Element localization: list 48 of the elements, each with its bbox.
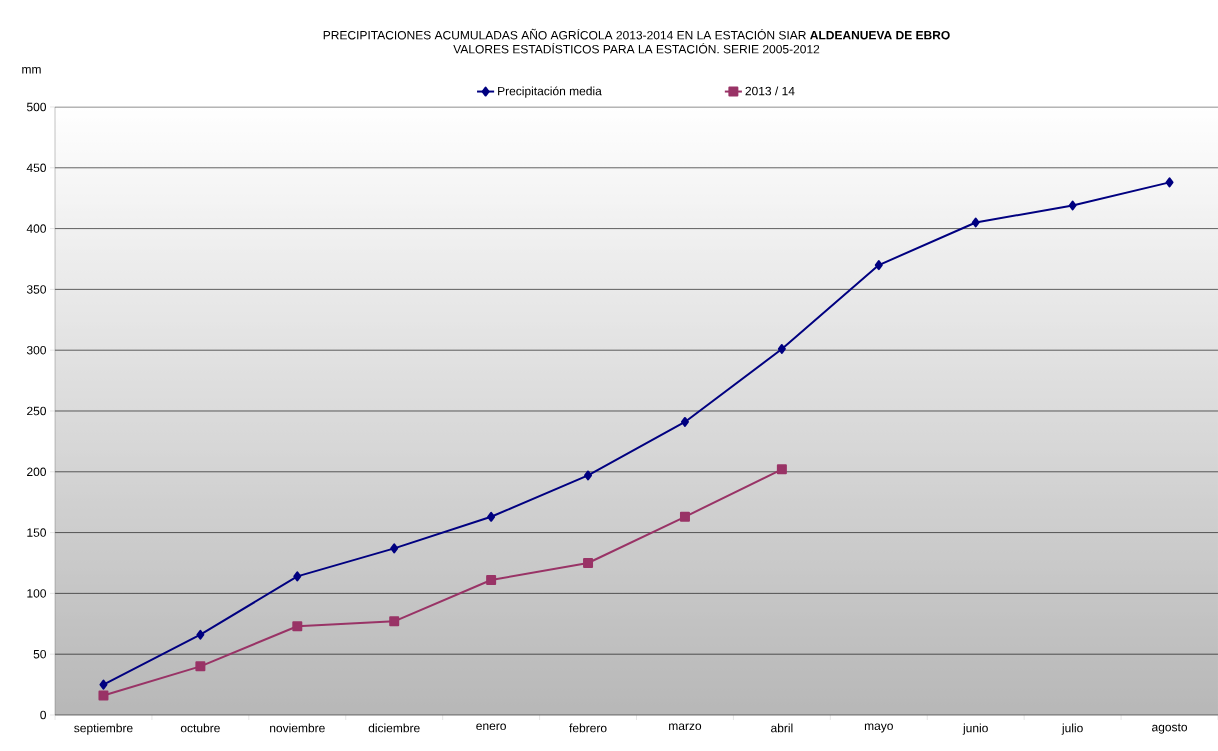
- point: [390, 543, 399, 554]
- y-tick-label: 100: [27, 589, 47, 598]
- y-tick-label: 400: [26, 224, 47, 233]
- point: [389, 616, 400, 627]
- chart-title: PRECIPITACIONES ACUMULADAS AÑO AGRÍCOLA 2013-2014 EN LA ESTACIÓN SIAR ALDEANUEVA DE EBRO: [323, 28, 950, 40]
- point: [584, 470, 593, 481]
- x-tick-label: agosto: [1152, 723, 1188, 734]
- chart-subtitle: VALORES ESTADÍSTICOS PARA LA ESTACIÓN. SERIE 2005-2012: [453, 42, 820, 54]
- y-tick-label: 200: [27, 467, 47, 477]
- point: [874, 260, 883, 271]
- y-tick-label: 450: [26, 163, 47, 173]
- point: [195, 661, 206, 672]
- y-tick-label: 500: [26, 102, 47, 112]
- point: [486, 575, 497, 586]
- x-tick-label: noviembre: [270, 723, 325, 733]
- x-tick-label: abril: [771, 723, 793, 733]
- point: [292, 621, 303, 632]
- y-tick-label: 150: [27, 528, 47, 537]
- point: [1068, 200, 1077, 211]
- x-tick-label: octubre: [180, 723, 220, 733]
- y-tick-label: 300: [26, 345, 47, 355]
- point: [196, 629, 205, 640]
- point: [583, 557, 594, 568]
- y-tick-label: 250: [27, 406, 47, 416]
- legend-label: 2013 / 14: [745, 86, 795, 96]
- point: [487, 511, 496, 522]
- y-tick-label: 50: [33, 649, 47, 659]
- point: [1165, 177, 1174, 188]
- point: [293, 571, 302, 582]
- y-tick-label: 350: [26, 285, 47, 294]
- x-tick-label: marzo: [669, 723, 702, 731]
- point: [99, 679, 108, 690]
- x-tick-label: junio: [962, 723, 988, 735]
- x-tick-label: septiembre: [74, 723, 133, 735]
- point: [776, 464, 787, 475]
- y-tick-label: 0: [40, 710, 47, 720]
- point: [777, 343, 786, 354]
- point: [971, 217, 980, 228]
- y-axis-title: mm: [22, 67, 41, 74]
- x-tick-label: enero: [476, 723, 506, 731]
- point: [679, 511, 690, 522]
- point: [98, 690, 109, 701]
- x-tick-label: julio: [1061, 723, 1083, 735]
- x-tick-label: mayo: [864, 723, 893, 733]
- legend-label: Precipitación media: [498, 86, 602, 98]
- x-tick-label: febrero: [569, 723, 607, 733]
- x-tick-label: diciembre: [368, 723, 420, 733]
- point: [680, 416, 689, 427]
